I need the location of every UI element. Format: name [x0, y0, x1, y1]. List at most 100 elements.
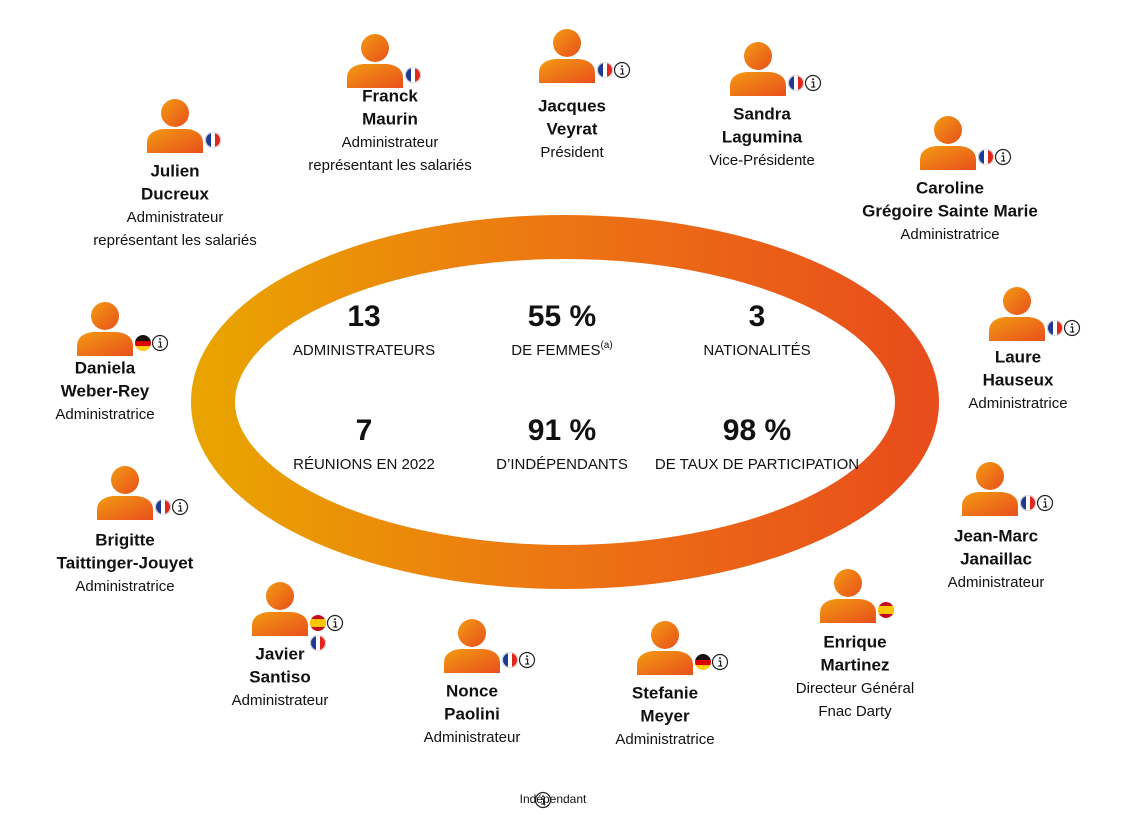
member-role: Administratrice: [75, 578, 174, 595]
flag: [878, 602, 894, 618]
stat-label: DE TAUX DE PARTICIPATION: [655, 456, 859, 473]
member-role: Directeur Général: [796, 680, 914, 697]
independent-icon: [1036, 494, 1054, 512]
person-icon: [920, 116, 976, 170]
stat-label-text: RÉUNIONS EN 2022: [293, 456, 435, 473]
flag: [502, 652, 518, 668]
member-name: Sandra: [733, 104, 791, 123]
legend-label: Indépendant: [520, 792, 587, 806]
member-name: Laure: [995, 347, 1041, 366]
stat-label: D’INDÉPENDANTS: [496, 456, 628, 473]
member-role: Vice-Présidente: [709, 152, 815, 169]
flag: [155, 499, 171, 515]
ring: [191, 215, 939, 589]
person-icon: [820, 569, 876, 623]
member-name: Enrique: [823, 632, 886, 651]
flag: [978, 149, 994, 165]
member-role: Administrateur: [424, 729, 521, 746]
stat-value: 13: [347, 300, 380, 333]
member-name: Jacques: [538, 96, 606, 115]
member-name: Nonce: [446, 681, 498, 700]
flag: [205, 132, 221, 148]
member-role: Administratrice: [615, 731, 714, 748]
member-name: Meyer: [640, 706, 690, 725]
stat-value: 91 %: [528, 414, 596, 447]
stat-note: (a): [600, 340, 612, 351]
member-name: Javier: [255, 644, 305, 663]
flag: [310, 615, 326, 631]
independent-icon: [711, 653, 729, 671]
flag: [1020, 495, 1036, 511]
flag: [695, 654, 711, 670]
member-role: Administratrice: [900, 226, 999, 243]
member-role: représentant les salariés: [93, 232, 256, 249]
member-name: Daniela: [75, 358, 136, 377]
independent-icon: [804, 74, 822, 92]
member-name: Grégoire Sainte Marie: [862, 201, 1038, 220]
member-name: Franck: [362, 86, 418, 105]
stat-label-text: NATIONALITÉS: [703, 342, 810, 359]
member-role: représentant les salariés: [308, 157, 471, 174]
member-name: Paolini: [444, 704, 500, 723]
stat-value: 3: [749, 300, 766, 333]
member-name: Ducreux: [141, 184, 210, 203]
member-name: Lagumina: [722, 127, 803, 146]
member-name: Caroline: [916, 178, 984, 197]
member-name: Julien: [150, 161, 199, 180]
independent-icon: [518, 651, 536, 669]
flag: [135, 335, 151, 351]
person-icon: [252, 582, 308, 636]
member-role: Fnac Darty: [818, 703, 892, 720]
member-name: Jean-Marc: [954, 526, 1038, 545]
person-icon: [347, 34, 403, 88]
member-name: Maurin: [362, 109, 418, 128]
member-role: Administratrice: [968, 395, 1067, 412]
flag: [597, 62, 613, 78]
member-role: Administratrice: [55, 406, 154, 423]
member-role: Président: [540, 144, 604, 161]
independent-icon: [613, 61, 631, 79]
flag: [405, 67, 421, 83]
independent-icon: [151, 334, 169, 352]
stat-label-text: D’INDÉPENDANTS: [496, 456, 628, 473]
stat-label: NATIONALITÉS: [703, 342, 810, 359]
person-icon: [147, 99, 203, 153]
person-icon: [989, 287, 1045, 341]
member-role: Administrateur: [342, 134, 439, 151]
stat-label: ADMINISTRATEURS: [293, 342, 435, 359]
member-name: Santiso: [249, 667, 310, 686]
member-role: Administrateur: [232, 692, 329, 709]
flag: [788, 75, 804, 91]
stat-label-text: ADMINISTRATEURS: [293, 342, 435, 359]
member-name: Martinez: [821, 655, 890, 674]
flag: [310, 635, 326, 651]
independent-icon: [1063, 319, 1081, 337]
independent-icon: [994, 148, 1012, 166]
member-name: Stefanie: [632, 683, 698, 702]
person-icon: [962, 462, 1018, 516]
person-icon: [539, 29, 595, 83]
person-icon: [97, 466, 153, 520]
independent-icon: [326, 614, 344, 632]
person-icon: [77, 302, 133, 356]
member-role: Administrateur: [948, 574, 1045, 591]
member-name: Hauseux: [983, 370, 1054, 389]
person-icon: [444, 619, 500, 673]
member-name: Veyrat: [546, 119, 597, 138]
independent-icon: [171, 498, 189, 516]
member-name: Brigitte: [95, 530, 155, 549]
stat-label-text: DE FEMMES: [511, 342, 600, 359]
stat-label-text: DE TAUX DE PARTICIPATION: [655, 456, 859, 473]
flag: [1047, 320, 1063, 336]
stat-value: 98 %: [723, 414, 791, 447]
member-name: Weber-Rey: [61, 381, 150, 400]
member-name: Janaillac: [960, 549, 1032, 568]
person-icon: [730, 42, 786, 96]
member-role: Administrateur: [127, 209, 224, 226]
stat-label: DE FEMMES(a): [511, 340, 612, 359]
stat-value: 55 %: [528, 300, 596, 333]
stat-label: RÉUNIONS EN 2022: [293, 456, 435, 473]
person-icon: [637, 621, 693, 675]
member-name: Taittinger-Jouyet: [57, 553, 194, 572]
